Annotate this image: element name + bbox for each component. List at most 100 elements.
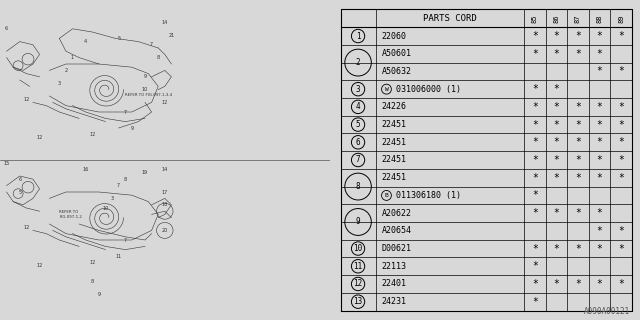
Text: *: * [532,155,538,165]
Text: 19: 19 [142,170,148,175]
Text: 21: 21 [168,33,175,38]
Text: *: * [596,67,602,76]
Text: 12: 12 [23,225,29,230]
Text: *: * [575,155,581,165]
Text: *: * [618,102,624,112]
Text: *: * [532,261,538,271]
Text: *: * [618,67,624,76]
Text: 9: 9 [356,218,360,227]
Text: 16: 16 [83,167,89,172]
Text: *: * [554,208,559,218]
Text: 12: 12 [36,135,43,140]
Text: *: * [596,102,602,112]
Text: *: * [596,244,602,253]
Text: 12: 12 [36,263,43,268]
Text: 11: 11 [353,262,363,271]
Text: *: * [618,137,624,147]
Text: *: * [575,279,581,289]
Text: *: * [554,49,559,59]
Text: 24231: 24231 [381,297,406,306]
Text: 12: 12 [23,97,29,102]
Text: 8: 8 [124,177,127,182]
Text: A20622: A20622 [381,209,412,218]
Text: 12: 12 [89,132,95,137]
Text: *: * [596,208,602,218]
Text: 8: 8 [157,55,160,60]
Text: REFER TO
FIG.097-1,2: REFER TO FIG.097-1,2 [60,210,82,219]
Text: *: * [554,279,559,289]
Text: *: * [575,208,581,218]
Text: 13: 13 [353,297,363,306]
Text: 6: 6 [356,138,360,147]
Text: 10: 10 [102,205,109,211]
Text: *: * [532,297,538,307]
Text: REFER TO FIG.097-1,3,4: REFER TO FIG.097-1,3,4 [125,93,172,97]
Text: D00621: D00621 [381,244,412,253]
Text: 22451: 22451 [381,120,406,129]
Text: *: * [532,208,538,218]
Text: 7: 7 [356,156,360,164]
Text: 88: 88 [596,14,602,23]
Text: *: * [618,31,624,41]
Text: *: * [532,190,538,200]
Text: 14: 14 [162,167,168,172]
Text: *: * [596,173,602,183]
Text: *: * [596,155,602,165]
Text: 87: 87 [575,14,581,23]
Text: *: * [554,102,559,112]
Text: A090A00121: A090A00121 [584,307,630,316]
Text: 9: 9 [131,125,133,131]
Text: *: * [532,173,538,183]
Text: 2: 2 [65,68,67,73]
Text: *: * [532,244,538,253]
Text: *: * [618,173,624,183]
Text: 89: 89 [618,14,624,23]
Text: *: * [575,120,581,130]
Text: *: * [575,31,581,41]
Text: 22451: 22451 [381,173,406,182]
Text: *: * [596,31,602,41]
Text: 4: 4 [356,102,360,111]
Text: 3: 3 [58,81,61,86]
Text: 7: 7 [117,183,120,188]
Text: 9: 9 [97,292,100,297]
Text: 85: 85 [532,14,538,23]
Text: 10: 10 [142,87,148,92]
Text: *: * [554,84,559,94]
Text: 9: 9 [143,74,147,79]
Text: A50632: A50632 [381,67,412,76]
Text: 031006000 (1): 031006000 (1) [396,85,461,94]
Text: 5: 5 [356,120,360,129]
Text: 18: 18 [162,202,168,207]
Text: *: * [575,244,581,253]
Text: *: * [575,173,581,183]
Text: 6: 6 [18,177,21,182]
Text: W: W [385,87,388,92]
Text: *: * [554,31,559,41]
Text: *: * [596,120,602,130]
Text: *: * [554,155,559,165]
Text: *: * [532,84,538,94]
Text: 7: 7 [124,109,127,115]
Text: 1: 1 [71,55,74,60]
Text: *: * [575,102,581,112]
Text: *: * [532,31,538,41]
Text: 4: 4 [84,39,87,44]
Text: 8: 8 [91,279,94,284]
Text: 2: 2 [356,58,360,67]
Text: 24226: 24226 [381,102,406,111]
Text: 22113: 22113 [381,262,406,271]
Text: *: * [532,137,538,147]
Text: 011306180 (1): 011306180 (1) [396,191,461,200]
Text: *: * [554,244,559,253]
Text: 14: 14 [162,20,168,25]
Text: A20654: A20654 [381,226,412,235]
Text: *: * [532,102,538,112]
Text: *: * [618,244,624,253]
Text: 7: 7 [150,42,153,47]
Text: *: * [575,49,581,59]
Text: 8: 8 [356,182,360,191]
Text: *: * [532,120,538,130]
Text: *: * [532,49,538,59]
Text: *: * [596,226,602,236]
